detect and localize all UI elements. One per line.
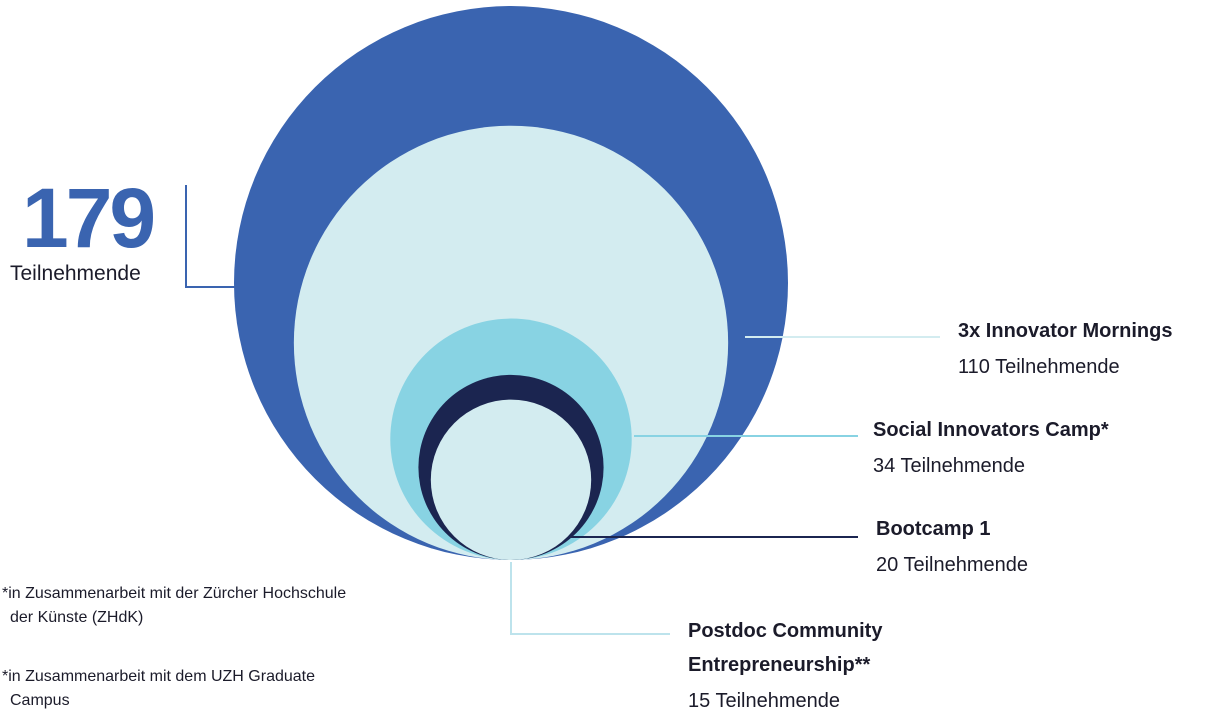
series-name: Bootcamp 1 bbox=[876, 518, 991, 540]
footnote: *in Zusammenarbeit mit der Zürcher Hochs… bbox=[2, 585, 347, 626]
series-name: 3x Innovator Mornings bbox=[958, 320, 1173, 342]
series-name: Postdoc Community Entrepreneurship** bbox=[688, 620, 883, 676]
total-value: 179 bbox=[22, 171, 156, 265]
series-name: Social Innovators Camp* bbox=[873, 419, 1109, 441]
footnote: *in Zusammenarbeit mit dem UZH Graduate … bbox=[2, 668, 315, 709]
bubble bbox=[430, 399, 592, 560]
series-value: 110 Teilnehmende bbox=[958, 356, 1120, 378]
series-value: 34 Teilnehmende bbox=[873, 455, 1025, 477]
total-label: Teilnehmende bbox=[10, 262, 141, 285]
series-value: 15 Teilnehmende bbox=[688, 690, 840, 712]
leader-line bbox=[185, 185, 237, 288]
leader-line bbox=[510, 562, 670, 635]
series-value: 20 Teilnehmende bbox=[876, 554, 1028, 576]
